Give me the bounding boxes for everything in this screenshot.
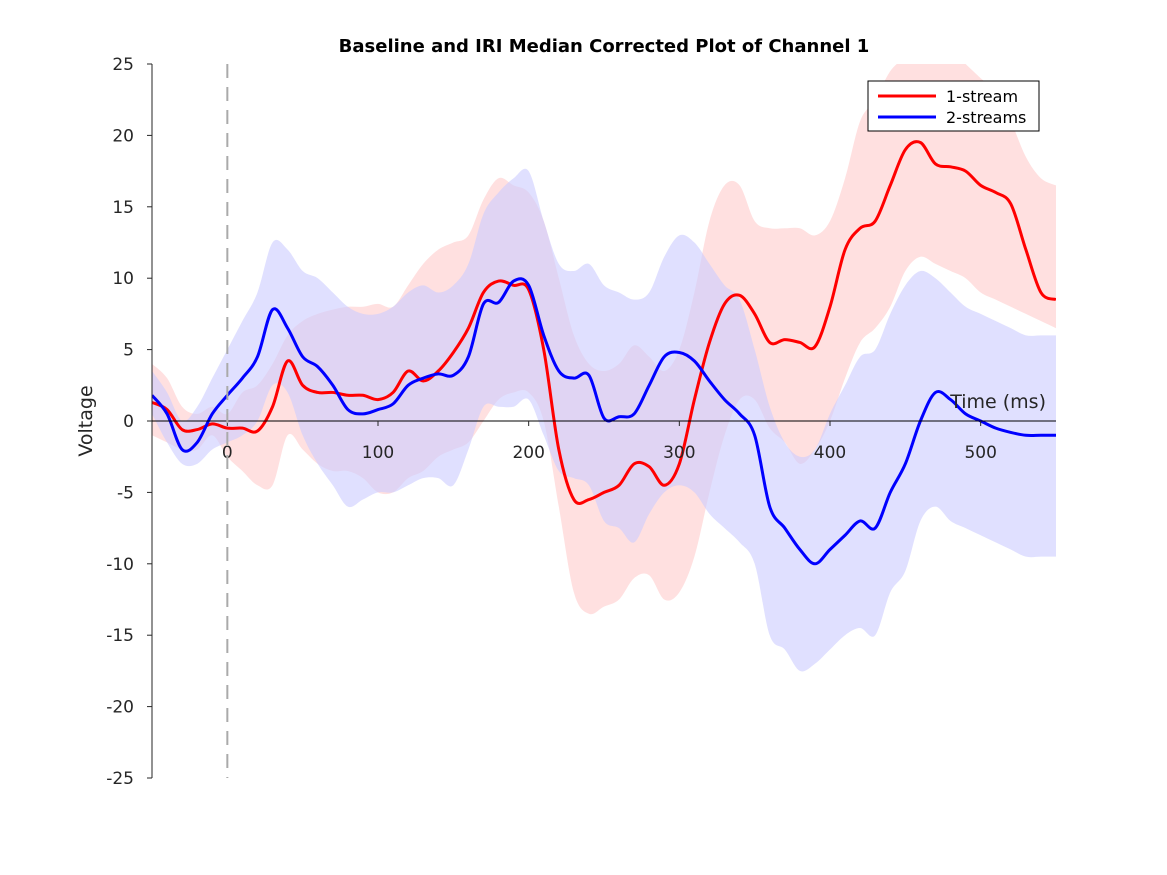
y-axis-label: Voltage (75, 385, 97, 456)
y-tick-label: 15 (112, 198, 134, 218)
y-tick-label: -20 (106, 698, 134, 718)
x-axis-label: Time (ms) (949, 391, 1046, 413)
legend: 1-stream 2-streams (867, 80, 1040, 132)
y-tick-label: -15 (106, 626, 134, 646)
y-tick-label: -25 (106, 769, 134, 789)
legend-box (867, 80, 1040, 132)
x-tick-label: 500 (964, 443, 996, 463)
2-streams-line (152, 277, 1056, 566)
legend-label-2-streams: 2-streams (946, 108, 1026, 127)
1-stream-line (152, 140, 1056, 505)
y-tick-label: 20 (112, 126, 134, 146)
y-tick-label: -10 (106, 555, 134, 575)
chart-title: Baseline and IRI Median Corrected Plot o… (339, 36, 870, 57)
x-tick-label: 200 (512, 443, 544, 463)
x-tick-label: 300 (663, 443, 695, 463)
y-tick-label: 25 (112, 55, 134, 75)
legend-label-1-stream: 1-stream (946, 87, 1018, 106)
x-tick-label: 100 (362, 443, 394, 463)
y-tick-label: 10 (112, 269, 134, 289)
y-tick-label: 0 (123, 412, 134, 432)
y-tick-label: 5 (123, 341, 134, 361)
x-tick-label: 400 (814, 443, 846, 463)
x-tick-label: 0 (222, 443, 233, 463)
y-tick-label: -5 (117, 483, 134, 503)
